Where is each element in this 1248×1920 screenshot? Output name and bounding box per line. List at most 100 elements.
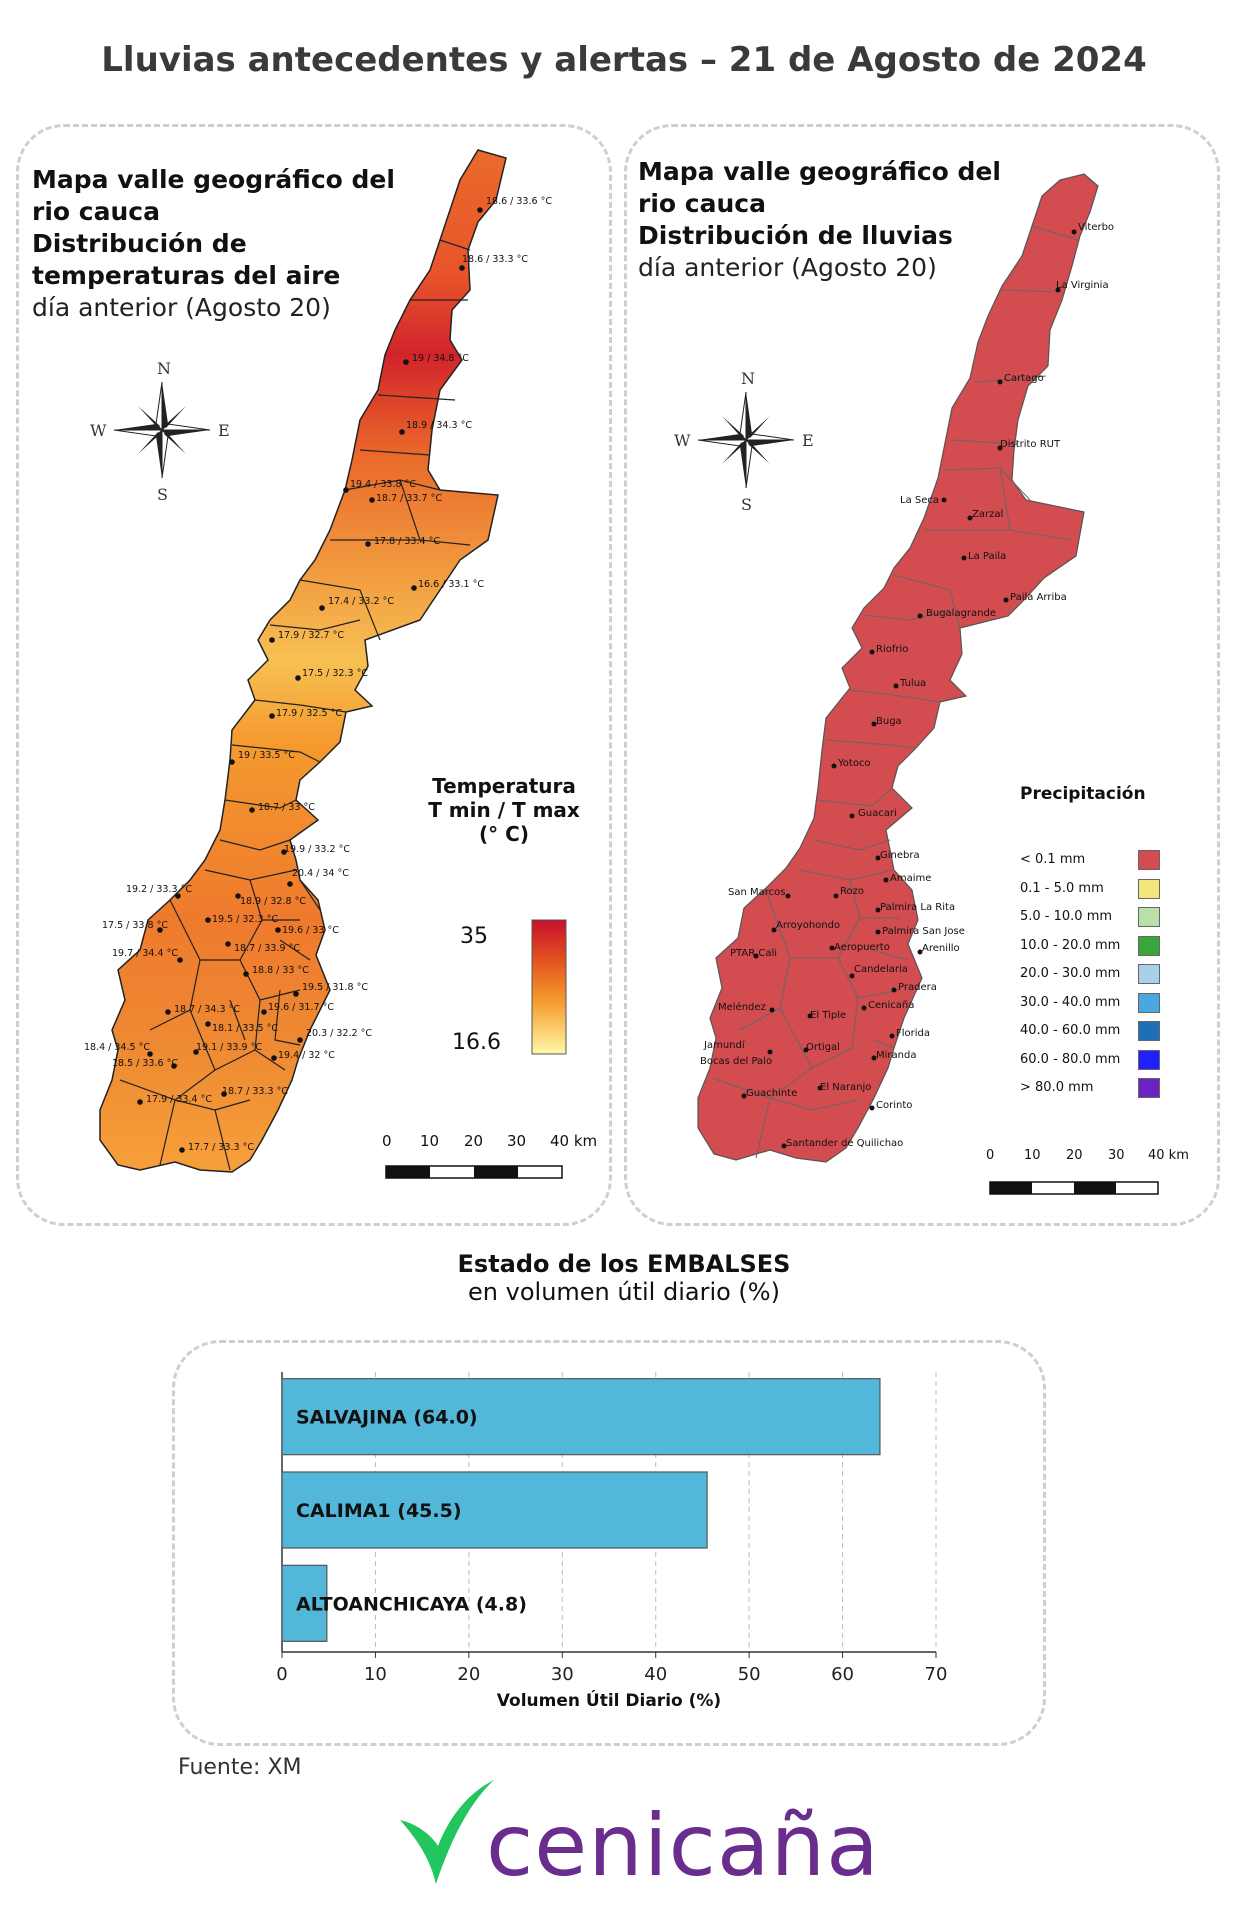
temp-title-bold1: Distribución de (32, 229, 247, 258)
rain-scale-40: 40 km (1148, 1148, 1189, 1163)
compass-rose-icon: N S E W (674, 369, 814, 514)
station-label: 20.3 / 32.2 °C (306, 1028, 372, 1039)
rain-scale-bar (989, 1181, 1159, 1195)
temperature-map-panel (16, 124, 612, 1226)
reservoir-bar-label: CALIMA1 (45.5) (296, 1500, 462, 1522)
reservoirs-subtitle: en volumen útil diario (%) (468, 1278, 780, 1306)
station-label: 18.9 / 32.8 °C (240, 896, 306, 907)
temp-scale-30: 30 (507, 1132, 527, 1150)
town-label: La Paila (968, 551, 1006, 562)
temp-legend-max: 35 (460, 924, 488, 949)
precip-legend-title: Precipitación (1020, 784, 1146, 804)
rain-map-region (697, 173, 1099, 1163)
reservoirs-chart-panel (172, 1340, 1046, 1746)
x-tick-label: 20 (457, 1664, 480, 1685)
town-label: Palmira La Rita (880, 902, 955, 913)
rain-title-bold: Distribución de lluvias (638, 221, 953, 250)
x-tick-label: 0 (276, 1664, 287, 1685)
rain-scale-10: 10 (1024, 1148, 1041, 1163)
reservoir-bar (281, 1564, 328, 1642)
precip-legend-item: 40.0 - 60.0 mm (1020, 1021, 1160, 1043)
source-note: Fuente: XM (178, 1755, 302, 1780)
precip-legend-item: 5.0 - 10.0 mm (1020, 907, 1160, 929)
station-label: 17.7 / 33.3 °C (188, 1142, 254, 1153)
station-label: 18.7 / 33 °C (258, 802, 315, 813)
town-label: Amaime (890, 873, 931, 884)
temperature-colorbar (531, 919, 567, 1055)
town-label: San Marcos (728, 887, 785, 898)
precip-legend-label: < 0.1 mm (1020, 852, 1086, 867)
station-label: 19.6 / 31.7 °C (268, 1002, 334, 1013)
town-label: Jamundí (703, 1039, 746, 1051)
station-label: 19 / 33.5 °C (238, 750, 295, 761)
town-label: Candelaria (854, 964, 908, 975)
temperature-legend-title: Temperatura T min / T max (° C) (404, 774, 604, 846)
station-label: 19.5 / 31.8 °C (302, 982, 368, 993)
compass-rose-icon: N S E W (90, 359, 230, 504)
station-label: 17.9 / 33.4 °C (146, 1094, 212, 1105)
temp-legend-min: 16.6 (452, 1030, 501, 1055)
reservoir-bar-label: ALTOANCHICAYA (4.8) (296, 1593, 527, 1615)
station-label: 18.6 / 33.6 °C (486, 196, 552, 207)
station-label: 19.6 / 33 °C (282, 925, 339, 936)
cenicana-logo-text: cenicaña (486, 1796, 880, 1896)
precip-legend-label: 5.0 - 10.0 mm (1020, 909, 1113, 924)
town-label: Yotoco (837, 758, 871, 769)
station-label: 19.4 / 33.8 °C (350, 479, 416, 490)
precip-legend-swatch (1138, 992, 1160, 1013)
temp-scale-0: 0 (382, 1132, 392, 1150)
town-label: La Seca (900, 495, 939, 506)
precip-legend-swatch (1138, 907, 1160, 927)
precip-legend-label: 0.1 - 5.0 mm (1020, 880, 1104, 896)
station-label: 17.9 / 32.7 °C (278, 630, 344, 641)
town-label: Ginebra (880, 850, 920, 861)
town-label: Arroyohondo (776, 920, 840, 931)
town-label: Paila Arriba (1010, 592, 1067, 603)
station-label: 18.5 / 33.6 °C (112, 1058, 178, 1069)
temperature-cell-boundaries (119, 239, 471, 1171)
rain-cell-boundaries (711, 225, 1079, 1159)
reservoir-bar (281, 1471, 708, 1549)
reservoirs-title-bold: Estado de los EMBALSES (457, 1250, 791, 1278)
station-label: 18.1 / 33.5 °C (212, 1023, 278, 1034)
town-label: Santander de Quilichao (786, 1138, 903, 1149)
precip-legend-label: 20.0 - 30.0 mm (1020, 966, 1121, 981)
precip-legend-label: > 80.0 mm (1020, 1080, 1094, 1095)
page-title: Lluvias antecedentes y alertas – 21 de A… (101, 40, 1147, 80)
compass-e: E (802, 431, 814, 450)
precip-legend-item: 0.1 - 5.0 mm (1020, 878, 1160, 901)
rain-scale-20: 20 (1066, 1148, 1083, 1163)
town-label: Aeropuerto (834, 942, 890, 953)
station-label: 19 / 34.8 °C (412, 353, 469, 364)
station-label: 19.4 / 32 °C (278, 1050, 335, 1061)
temp-title-bold2: temperaturas del aire (32, 261, 341, 290)
precip-legend-swatch (1138, 878, 1160, 899)
temp-subtitle: día anterior (Agosto 20) (32, 293, 331, 322)
station-label: 18.4 / 34.5 °C (84, 1042, 150, 1053)
rain-towns: Viterbo La Virginia Cartago Distrito RUT… (700, 222, 1114, 1149)
compass-s: S (741, 495, 752, 514)
precip-legend-item: > 80.0 mm (1020, 1078, 1160, 1100)
station-label: 17.9 / 32.5 °C (276, 708, 342, 719)
town-label: Cenicaña (868, 1000, 914, 1011)
precip-legend-swatch (1138, 964, 1160, 984)
reservoir-bar-label: SALVAJINA (64.0) (296, 1407, 478, 1429)
precip-legend-label: 40.0 - 60.0 mm (1020, 1023, 1121, 1038)
temperature-map-region (99, 149, 507, 1173)
town-label: Corinto (876, 1100, 912, 1111)
town-label: Ortigal (806, 1042, 840, 1053)
station-label: 19.9 / 33.2 °C (284, 844, 350, 855)
town-label: Distrito RUT (1000, 439, 1061, 450)
town-label: Viterbo (1078, 222, 1114, 233)
reservoir-bar (281, 1378, 881, 1456)
reservoirs-title: Estado de los EMBALSES en volumen útil d… (0, 1250, 1248, 1306)
town-label: Riofrio (876, 644, 908, 655)
station-label: 18.6 / 33.3 °C (462, 254, 528, 265)
compass-s: S (157, 485, 168, 504)
compass-w: W (674, 431, 691, 450)
station-label: 18.7 / 33.7 °C (376, 493, 442, 504)
compass-e: E (218, 421, 230, 440)
town-label: Bugalagrande (926, 608, 996, 619)
